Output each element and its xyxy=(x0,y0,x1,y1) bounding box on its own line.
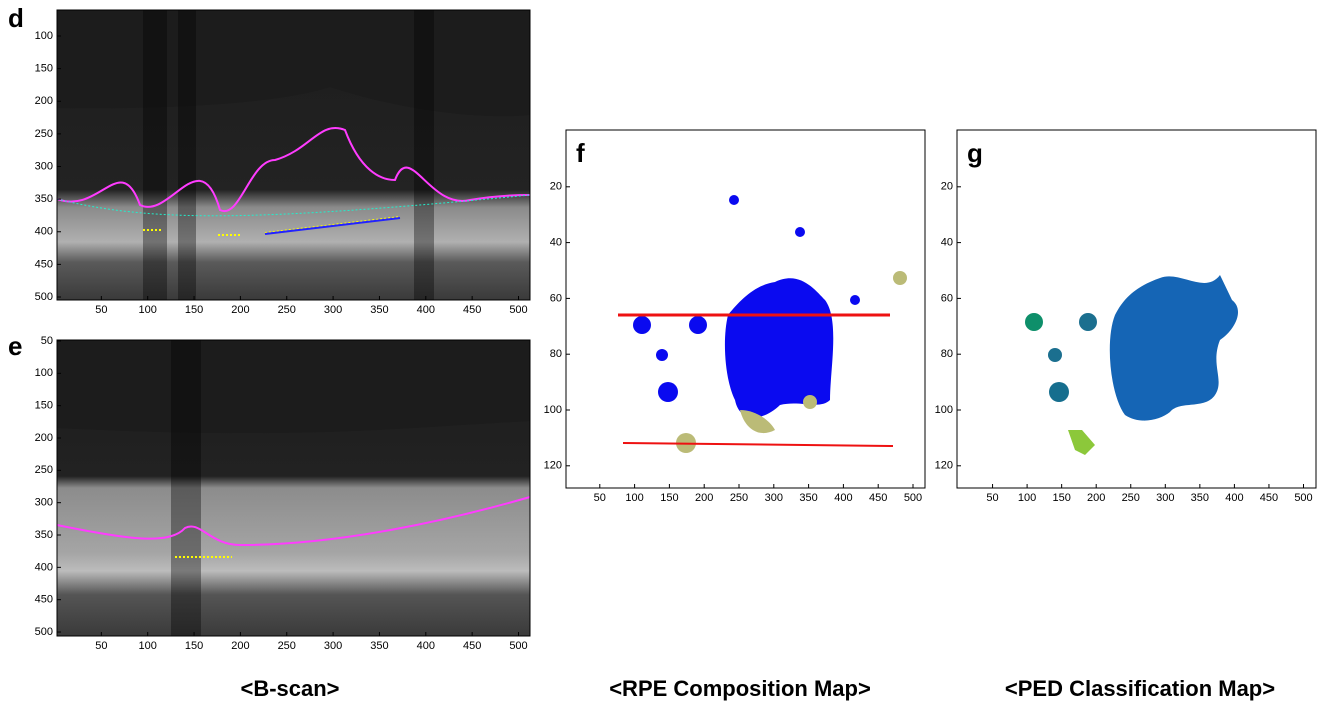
panel-label: e xyxy=(8,331,22,361)
x-tick-label: 200 xyxy=(231,640,249,652)
y-tick-label: 200 xyxy=(35,95,53,107)
x-tick-label: 150 xyxy=(185,640,203,652)
y-tick-label: 500 xyxy=(35,626,53,638)
y-tick-label: 60 xyxy=(550,292,562,304)
y-tick-label: 400 xyxy=(35,561,53,573)
y-tick-label: 150 xyxy=(35,63,53,75)
x-tick-label: 300 xyxy=(765,492,783,504)
x-tick-label: 200 xyxy=(231,304,249,316)
x-tick-label: 400 xyxy=(834,492,852,504)
x-tick-label: 500 xyxy=(509,640,527,652)
y-tick-label: 100 xyxy=(544,404,562,416)
y-tick-label: 300 xyxy=(35,497,53,509)
x-tick-label: 300 xyxy=(324,640,342,652)
x-tick-label: 50 xyxy=(95,640,107,652)
x-tick-label: 100 xyxy=(139,640,157,652)
x-tick-label: 350 xyxy=(1191,492,1209,504)
y-tick-label: 250 xyxy=(35,464,53,476)
axes-box xyxy=(56,9,531,301)
x-tick-label: 350 xyxy=(370,304,388,316)
rpe-map xyxy=(565,129,926,489)
bscan-e xyxy=(56,340,531,636)
x-tick-label: 100 xyxy=(625,492,643,504)
y-tick-label: 200 xyxy=(35,432,53,444)
x-tick-label: 100 xyxy=(139,304,157,316)
y-tick-label: 400 xyxy=(35,226,53,238)
y-tick-label: 500 xyxy=(35,291,53,303)
y-tick-label: 80 xyxy=(941,348,953,360)
y-tick-label: 350 xyxy=(35,529,53,541)
y-tick-label: 250 xyxy=(35,128,53,140)
y-tick-label: 450 xyxy=(35,594,53,606)
panel-label: g xyxy=(967,138,983,168)
x-tick-label: 450 xyxy=(463,304,481,316)
axes-box xyxy=(956,129,1317,489)
x-tick-label: 400 xyxy=(417,640,435,652)
caption: <PED Classification Map> xyxy=(1005,676,1275,701)
x-tick-label: 400 xyxy=(417,304,435,316)
y-tick-label: 80 xyxy=(550,348,562,360)
y-tick-label: 100 xyxy=(35,367,53,379)
x-tick-label: 450 xyxy=(869,492,887,504)
y-tick-label: 350 xyxy=(35,193,53,205)
ped-map xyxy=(956,129,1317,489)
caption: <B-scan> xyxy=(240,676,339,701)
y-tick-label: 60 xyxy=(941,292,953,304)
x-tick-label: 250 xyxy=(278,304,296,316)
y-tick-label: 50 xyxy=(41,335,53,347)
x-tick-label: 150 xyxy=(185,304,203,316)
y-tick-label: 150 xyxy=(35,400,53,412)
x-tick-label: 50 xyxy=(986,492,998,504)
x-tick-label: 450 xyxy=(463,640,481,652)
y-tick-label: 120 xyxy=(544,460,562,472)
y-tick-label: 100 xyxy=(935,404,953,416)
x-tick-label: 150 xyxy=(660,492,678,504)
x-tick-label: 400 xyxy=(1225,492,1243,504)
x-tick-label: 300 xyxy=(1156,492,1174,504)
y-tick-label: 40 xyxy=(550,237,562,249)
x-tick-label: 500 xyxy=(904,492,922,504)
y-tick-label: 40 xyxy=(941,237,953,249)
x-tick-label: 250 xyxy=(1122,492,1140,504)
y-tick-label: 20 xyxy=(550,181,562,193)
x-tick-label: 350 xyxy=(370,640,388,652)
bscan-d xyxy=(56,10,531,300)
x-tick-label: 350 xyxy=(799,492,817,504)
x-tick-label: 250 xyxy=(730,492,748,504)
panel-label: d xyxy=(8,3,24,33)
x-tick-label: 50 xyxy=(594,492,606,504)
axes-box xyxy=(56,339,531,637)
x-tick-label: 450 xyxy=(1260,492,1278,504)
x-tick-label: 250 xyxy=(278,640,296,652)
caption: <RPE Composition Map> xyxy=(609,676,871,701)
x-tick-label: 500 xyxy=(1294,492,1312,504)
y-tick-label: 450 xyxy=(35,258,53,270)
x-tick-label: 50 xyxy=(95,304,107,316)
x-tick-label: 500 xyxy=(509,304,527,316)
x-tick-label: 150 xyxy=(1052,492,1070,504)
y-tick-label: 20 xyxy=(941,181,953,193)
y-tick-label: 300 xyxy=(35,160,53,172)
panel-label: f xyxy=(576,138,585,168)
y-tick-label: 120 xyxy=(935,460,953,472)
x-tick-label: 300 xyxy=(324,304,342,316)
y-tick-label: 100 xyxy=(35,30,53,42)
x-tick-label: 100 xyxy=(1018,492,1036,504)
x-tick-label: 200 xyxy=(1087,492,1105,504)
axes-box xyxy=(565,129,926,489)
x-tick-label: 200 xyxy=(695,492,713,504)
